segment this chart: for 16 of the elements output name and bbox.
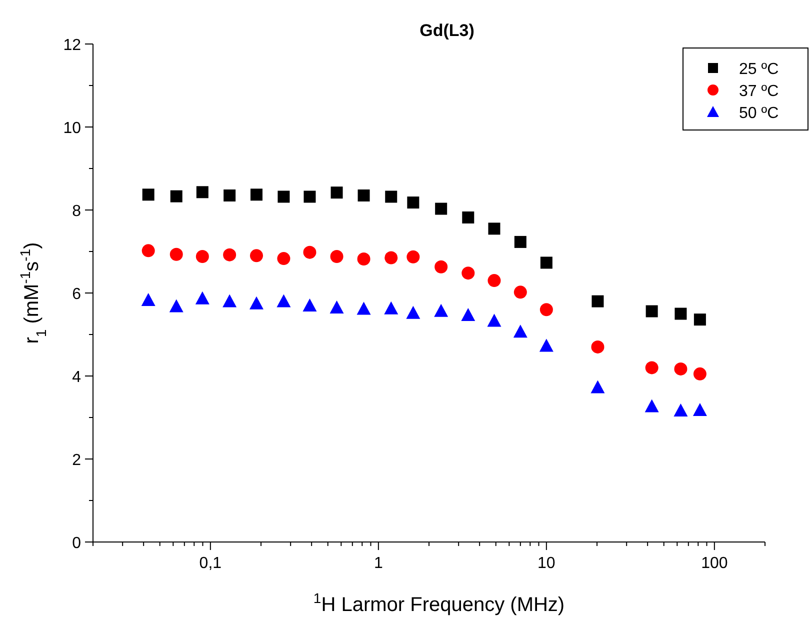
x-tick-label: 1: [374, 555, 383, 572]
x-tick-label: 100: [701, 555, 728, 572]
y-tick-label: 4: [72, 369, 82, 386]
legend-label: 37 ºC: [739, 83, 779, 100]
legend-label: 50 ºC: [739, 105, 779, 122]
y-tick-label: 12: [63, 37, 82, 54]
y-tick-label: 10: [63, 120, 82, 137]
y-tick-label: 2: [72, 452, 82, 469]
chart-title: Gd(L3): [420, 21, 474, 40]
y-tick-label: 6: [72, 286, 82, 303]
x-tick-label: 0,1: [199, 555, 222, 572]
legend-label: 25 ºC: [739, 61, 779, 78]
x-axis-title: $^{1}$H Larmor Frequency (MHz): [313, 590, 565, 616]
y-tick-label: 8: [72, 203, 82, 220]
y-tick-label: 0: [72, 535, 82, 552]
x-tick-label: 10: [538, 555, 556, 572]
